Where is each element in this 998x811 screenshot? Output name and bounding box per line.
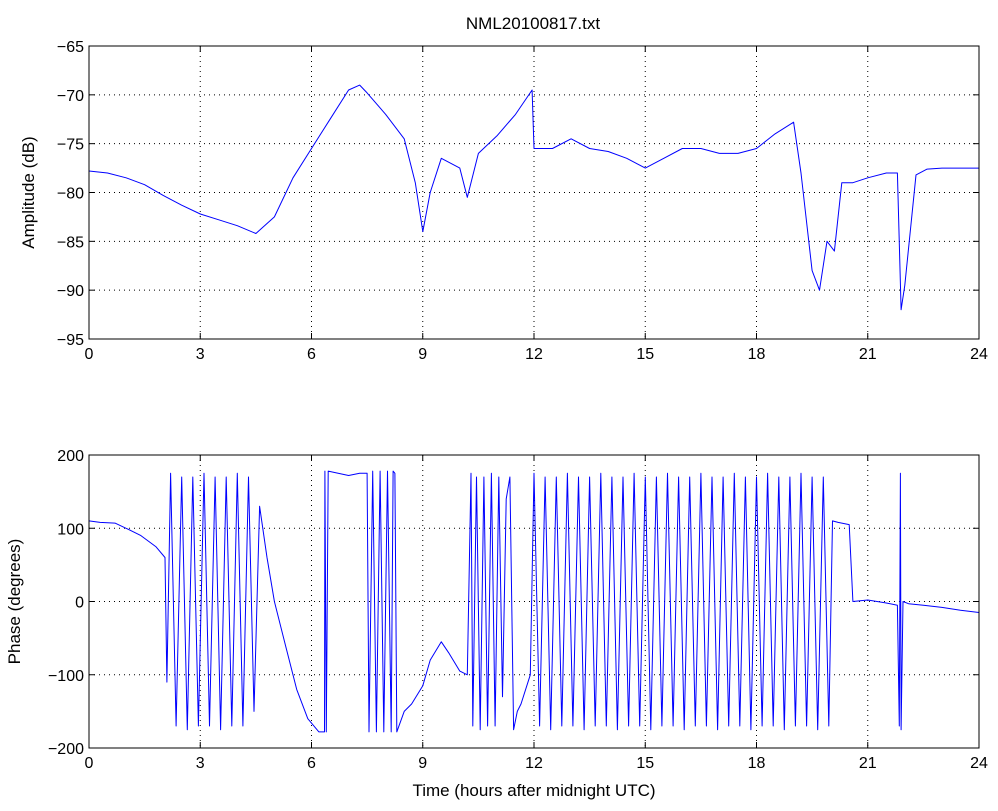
x-tick-label: 9 bbox=[418, 346, 427, 363]
x-tick-label: 15 bbox=[636, 346, 654, 363]
y-tick-label: −75 bbox=[57, 137, 84, 154]
phase-series-line bbox=[88, 470, 980, 733]
y-axis-label: Amplitude (dB) bbox=[19, 136, 38, 248]
y-tick-label: −200 bbox=[48, 741, 84, 758]
y-tick-label: −80 bbox=[57, 186, 84, 203]
x-tick-label: 3 bbox=[196, 755, 205, 772]
x-tick-label: 6 bbox=[307, 346, 316, 363]
x-tick-label: 21 bbox=[859, 346, 877, 363]
x-axis-label: Time (hours after midnight UTC) bbox=[412, 781, 655, 800]
y-tick-label: −85 bbox=[57, 234, 84, 251]
y-tick-label: −100 bbox=[48, 668, 84, 685]
x-tick-label: 3 bbox=[196, 346, 205, 363]
y-axis-label: Phase (degrees) bbox=[5, 539, 24, 665]
x-tick-label: 18 bbox=[748, 346, 766, 363]
x-tick-label: 12 bbox=[525, 346, 543, 363]
y-tick-label: −95 bbox=[57, 332, 84, 349]
y-tick-label: 200 bbox=[57, 448, 84, 465]
x-tick-label: 9 bbox=[418, 755, 427, 772]
amplitude-series-line bbox=[88, 84, 979, 311]
y-tick-label: −70 bbox=[57, 88, 84, 105]
x-tick-label: 15 bbox=[636, 755, 654, 772]
x-tick-label: 0 bbox=[85, 755, 94, 772]
phase-panel: 0 3 6 9 12 15 18 21 24 −200 −100 0 100 200 Phase (degr… bbox=[5, 448, 988, 800]
y-tick-label: 100 bbox=[57, 521, 84, 538]
x-tick-label: 6 bbox=[307, 755, 316, 772]
x-tick-label: 18 bbox=[748, 755, 766, 772]
amplitude-panel: 0 3 6 9 12 15 18 21 24 −95 −90 −85 −80 −75 −70 −65 Ampli… bbox=[19, 39, 988, 363]
y-tick-label: 0 bbox=[75, 595, 84, 612]
x-tick-label: 12 bbox=[525, 755, 543, 772]
x-tick-label: 24 bbox=[970, 755, 988, 772]
x-tick-label: 24 bbox=[970, 346, 988, 363]
y-tick-label: −90 bbox=[57, 283, 84, 300]
x-tick-label: 0 bbox=[85, 346, 94, 363]
x-tick-label: 21 bbox=[859, 755, 877, 772]
figure-title: NML20100817.txt bbox=[466, 14, 600, 33]
y-tick-label: −65 bbox=[57, 39, 84, 56]
